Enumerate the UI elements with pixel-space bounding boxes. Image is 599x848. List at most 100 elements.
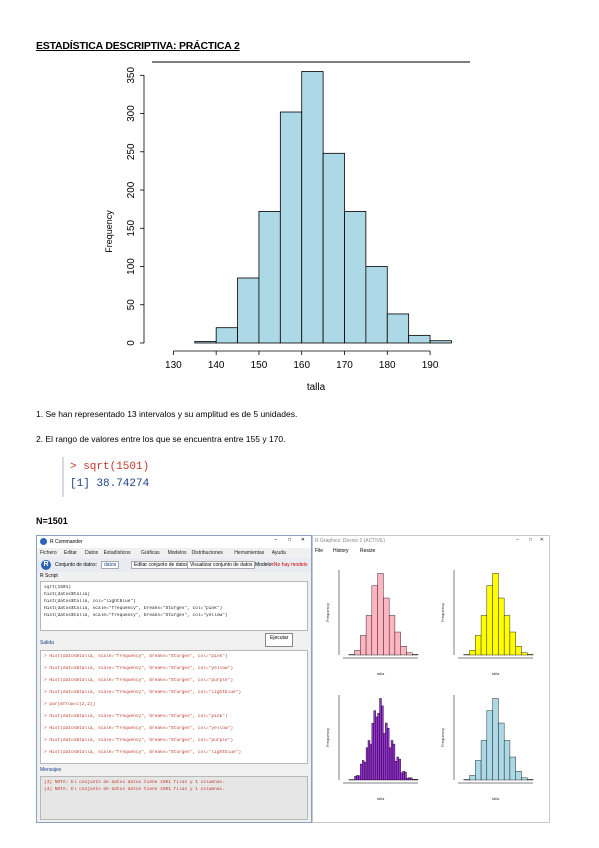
maximize-icon[interactable]: □ [287, 537, 291, 543]
y-axis-label: Frequency [104, 210, 114, 253]
mini-histogram-bar [498, 722, 505, 781]
graphics-titlebar: R Graphics: Device 2 (ACTIVE) – □ ✕ [313, 536, 549, 546]
mini-histogram-bar [412, 654, 419, 656]
mini-histogram-bar [480, 740, 488, 781]
rcommander-titlebar: R Commander – □ ✕ [37, 536, 311, 548]
x-tick-label: 170 [336, 360, 353, 371]
menu-item[interactable]: Editar [63, 550, 77, 556]
mini-histogram-bar [415, 779, 419, 781]
menu-item[interactable]: Distribuciones [191, 550, 223, 556]
dataset-selector[interactable]: datos [101, 561, 120, 569]
menu-item[interactable]: Modelos [167, 550, 187, 556]
menu-item[interactable]: Gráficas [141, 550, 160, 556]
mini-y-label: Frequency [325, 603, 330, 622]
mini-histogram-bar [521, 777, 528, 781]
rcommander-title: R Commander [50, 539, 83, 545]
mini-histogram-bar [371, 585, 378, 656]
mini-histogram-bar [396, 756, 399, 781]
y-tick-label: 250 [126, 143, 137, 160]
y-tick-label: 150 [126, 219, 137, 236]
mini-histogram-bar [486, 710, 493, 781]
mini-histogram-bar [527, 779, 534, 781]
mini-histogram-bar [383, 597, 390, 656]
output-label: Salida [40, 640, 54, 646]
mini-histogram-bar [402, 771, 405, 781]
minimize-icon[interactable]: – [274, 537, 277, 543]
mini-y-label: Frequency [440, 603, 445, 622]
mini-histogram-bar [406, 652, 413, 656]
mini-histogram-bar [400, 772, 403, 781]
graphics-menu-item[interactable]: History [333, 548, 349, 554]
menu-item[interactable]: Ayuda [271, 550, 286, 556]
mini-histogram-bar [379, 698, 382, 781]
mini-histogram-bar [503, 740, 511, 781]
x-tick-label: 180 [379, 360, 396, 371]
mini-histogram-bar [408, 777, 411, 781]
graphics-close-icon[interactable]: ✕ [539, 537, 544, 543]
mini-histogram-bar [377, 573, 384, 656]
document-title: ESTADÍSTICA DESCRIPTIVA: PRÁCTICA 2 [36, 40, 240, 52]
text-line: > Hist(datos$talla, scale="frequency", b… [44, 654, 228, 659]
mini-histogram-bar [503, 615, 511, 656]
menu-item[interactable]: Herramientas [234, 550, 265, 556]
graphics-minimize-icon[interactable]: – [516, 537, 519, 543]
close-icon[interactable]: ✕ [300, 537, 305, 543]
mini-histogram-bar [527, 654, 534, 656]
text-line: > Hist(datos$talla, scale="frequency", b… [44, 726, 234, 731]
n-value: N=1501 [36, 516, 68, 526]
text-line: > Hist(datos$talla, scale="frequency", b… [44, 666, 234, 671]
mini-histogram-bar [492, 573, 499, 656]
mini-histogram-bar [492, 698, 499, 781]
graphics-menu-item[interactable]: Resize [360, 548, 376, 554]
submit-button[interactable]: Ejecutar [265, 633, 294, 647]
mini-histogram-bar [360, 763, 363, 781]
mini-histogram-bar [486, 585, 493, 656]
mini-histogram-bar [410, 777, 413, 781]
mini-histogram-bar [362, 760, 365, 781]
edit-dataset-button[interactable]: Editar conjunto de datos [131, 561, 191, 569]
text-line: [3] NOTA: El conjunto de datos datos tie… [44, 780, 225, 785]
mini-histogram-bar [354, 650, 361, 656]
mini-histogram-bar [412, 779, 415, 781]
menu-item[interactable]: Datos [85, 550, 99, 556]
x-tick-label: 140 [208, 360, 225, 371]
mini-histogram-bar [387, 728, 390, 781]
text-line: > Hist(datos$talla, scale="frequency", b… [44, 714, 228, 719]
mini-histogram-bar [363, 762, 367, 781]
mini-histogram-bar [388, 747, 392, 781]
model-value[interactable]: <No hay modelo activo> [271, 562, 309, 568]
mini-y-label: Frequency [325, 728, 330, 747]
text-line: > Hist(datos$talla, scale="frequency", b… [44, 750, 242, 755]
paragraph-intervals: 1. Se han representado 13 intervalos y s… [36, 409, 298, 419]
mini-histogram-bar [498, 597, 505, 656]
mini-histogram-bar [360, 635, 367, 656]
rcommander-toolbar: R Conjunto de datos: datos Editar conjun… [37, 558, 311, 572]
rcommander-window: R Commander – □ ✕ Fichero Editar Datos Esta… [36, 535, 312, 823]
histogram-bar [258, 211, 281, 344]
output-pane: > Hist(datos$talla, scale="frequency", b… [40, 650, 308, 764]
mini-histogram-bar [515, 771, 522, 781]
mini-histogram-bar [404, 771, 407, 781]
menu-item[interactable]: Fichero [40, 550, 57, 556]
dataset-label: Conjunto de datos: [55, 562, 97, 568]
script-pane[interactable]: sqrt(1501) hist(datos$talla) hist(datos$ta… [40, 581, 308, 631]
menu-item[interactable]: Estadísticos [103, 550, 131, 556]
text-line: hist(datos$talla, col="lightblue") [44, 599, 136, 604]
mini-histogram-bar [480, 615, 488, 656]
view-dataset-button[interactable]: Visualizar conjunto de datos [187, 561, 256, 569]
text-line: > par(mfrow=c(2,2)) [44, 702, 96, 707]
histogram-grid: talla Frequency talla Frequency talla Frequen… [325, 570, 534, 801]
graphics-maximize-icon[interactable]: □ [528, 537, 532, 543]
histogram-bar [194, 341, 217, 344]
mini-histogram-bar [375, 716, 378, 781]
paragraph-range: 2. El rango de valores entre los que se … [36, 434, 286, 444]
y-tick-label: 300 [126, 105, 137, 122]
script-tab[interactable]: R Script [40, 573, 58, 579]
graphics-title: R Graphics: Device 2 (ACTIVE) [315, 538, 386, 544]
histogram-bar [279, 111, 303, 344]
mini-histogram-bar [392, 743, 396, 781]
graphics-menu-item[interactable]: File [315, 548, 324, 554]
y-tick-label: 100 [126, 258, 137, 275]
messages-pane: [3] NOTA: El conjunto de datos datos tie… [40, 776, 308, 820]
mini-histogram-bar [358, 775, 361, 781]
